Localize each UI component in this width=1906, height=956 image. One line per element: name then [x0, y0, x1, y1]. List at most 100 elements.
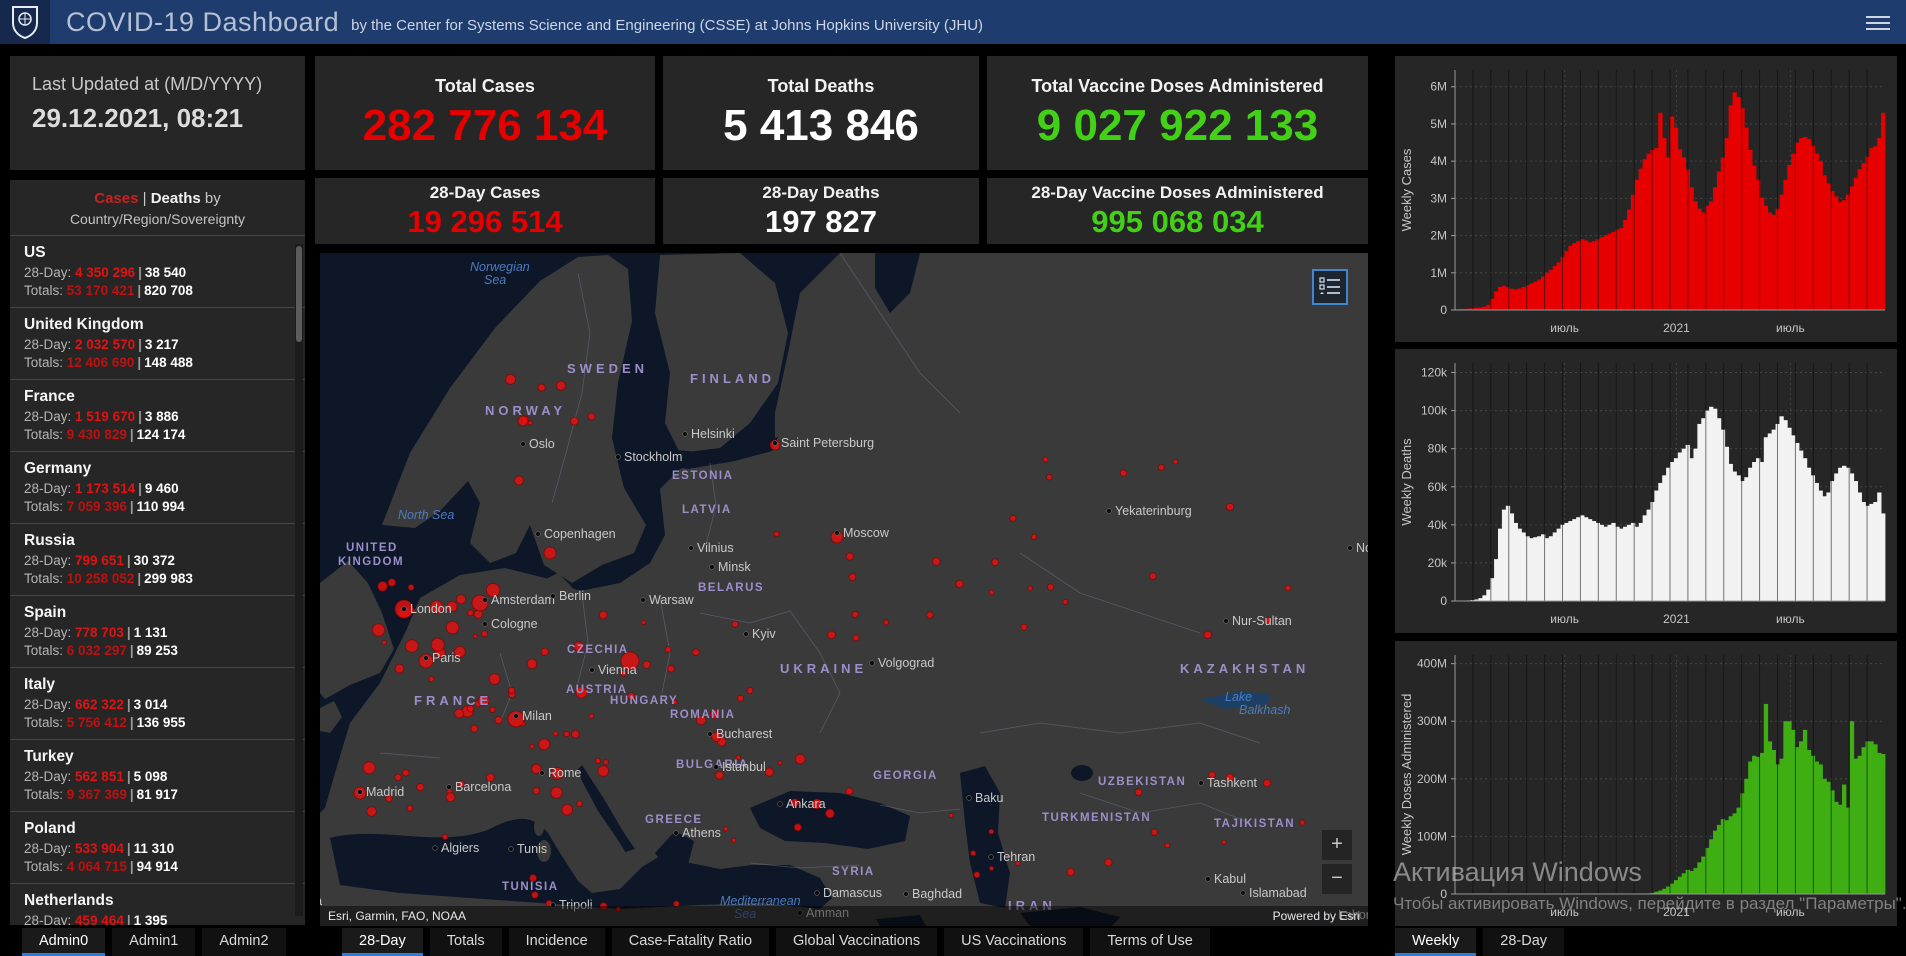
- country-name: Poland: [24, 820, 76, 837]
- scrollbar-thumb[interactable]: [296, 246, 302, 342]
- country-row[interactable]: Turkey 28-Day: 562 851 | 5 098 Totals: 9 367…: [10, 739, 305, 811]
- country-row[interactable]: Poland 28-Day: 533 904 | 11 310 Totals: 4 06…: [10, 811, 305, 883]
- country-totals-line: Totals: 4 064 715 | 94 914: [24, 859, 178, 874]
- map-attribution: Esri, Garmin, FAO, NOAA Powered by Esri: [320, 906, 1368, 926]
- jhu-shield-icon: [12, 6, 38, 39]
- svg-text:Minsk: Minsk: [718, 560, 751, 574]
- world-map[interactable]: Norwegian Sea North Sea Mediterranean Sea Lak…: [320, 253, 1368, 926]
- tab-admin2[interactable]: Admin2: [202, 928, 286, 956]
- tab-28-day[interactable]: 28-Day: [1483, 928, 1565, 956]
- svg-text:6M: 6M: [1430, 80, 1447, 94]
- svg-text:60k: 60k: [1428, 480, 1448, 494]
- stat-label: 28-Day Deaths: [762, 182, 880, 202]
- hamburger-menu-icon[interactable]: [1866, 12, 1890, 34]
- tab-weekly[interactable]: Weekly: [1395, 928, 1477, 956]
- svg-text:Tehran: Tehran: [997, 850, 1035, 864]
- metric-tabs: 28-Day Totals Incidence Case-Fatality Ratio…: [342, 928, 1217, 956]
- svg-text:Barcelona: Barcelona: [455, 780, 511, 794]
- country-name: France: [24, 388, 75, 405]
- svg-text:100k: 100k: [1421, 404, 1448, 418]
- map-markers: [353, 373, 1306, 926]
- legend-icon[interactable]: [1312, 269, 1348, 305]
- header-by: by: [200, 190, 221, 207]
- country-list-header: Cases | Deaths by: [10, 180, 305, 207]
- tab-us-vaccinations[interactable]: US Vaccinations: [944, 928, 1084, 956]
- svg-text:UNITED: UNITED: [346, 542, 398, 554]
- scrollbar-track[interactable]: [295, 244, 303, 916]
- country-list: US 28-Day: 4 350 296 | 38 540 Totals: 53 170…: [10, 235, 305, 925]
- country-row[interactable]: Spain 28-Day: 778 703 | 1 131 Totals: 6 032 …: [10, 595, 305, 667]
- country-28day-line: 28-Day: 2 032 570 | 3 217: [24, 337, 179, 352]
- country-totals-line: Totals: 5 756 412 | 136 955: [24, 715, 186, 730]
- tab-incidence[interactable]: Incidence: [508, 928, 605, 956]
- weekly-deaths-chart: 0 20k 40k 60k 80k 100k 120k июль 2021 июль Weekly …: [1395, 349, 1897, 633]
- svg-text:Ankara: Ankara: [786, 797, 826, 811]
- svg-text:Casablanca: Casablanca: [320, 894, 322, 908]
- stat-value: 19 296 514: [407, 203, 563, 239]
- svg-text:400M: 400M: [1417, 657, 1447, 671]
- tab-admin0[interactable]: Admin0: [22, 928, 106, 956]
- svg-text:CZECHIA: CZECHIA: [567, 644, 629, 656]
- stat-card-total-deaths: Total Deaths 5 413 846: [663, 56, 979, 170]
- tab-case-fatality-ratio[interactable]: Case-Fatality Ratio: [611, 928, 770, 956]
- svg-text:июль: июль: [1550, 321, 1579, 335]
- last-updated-card: Last Updated at (M/D/YYYY) 29.12.2021, 0…: [10, 56, 305, 170]
- tab-global-vaccinations[interactable]: Global Vaccinations: [776, 928, 938, 956]
- zoom-out-button[interactable]: −: [1322, 864, 1352, 894]
- svg-text:40k: 40k: [1428, 518, 1448, 532]
- last-updated-label: Last Updated at (M/D/YYYY): [32, 74, 263, 94]
- country-totals-line: Totals: 9 367 369 | 81 917: [24, 787, 178, 802]
- svg-text:июль: июль: [1776, 905, 1805, 919]
- stat-card-28day-deaths: 28-Day Deaths 197 827: [663, 178, 979, 244]
- svg-text:Yekaterinburg: Yekaterinburg: [1115, 504, 1192, 518]
- svg-text:Warsaw: Warsaw: [649, 593, 695, 607]
- country-totals-line: Totals: 6 032 297 | 89 253: [24, 643, 178, 658]
- country-totals-line: Totals: 12 406 690 | 148 488: [24, 355, 193, 370]
- svg-text:Sea: Sea: [734, 907, 756, 921]
- svg-text:120k: 120k: [1421, 366, 1448, 380]
- svg-text:2021: 2021: [1663, 612, 1690, 626]
- country-row[interactable]: Germany 28-Day: 1 173 514 | 9 460 Totals: 7 …: [10, 451, 305, 523]
- weekly-doses-chart: 0 100M 200M 300M 400M июль 2021 июль Weekly Dose…: [1395, 641, 1897, 926]
- period-tabs: Weekly 28-Day: [1395, 928, 1571, 956]
- svg-text:июль: июль: [1776, 612, 1805, 626]
- country-row[interactable]: France 28-Day: 1 519 670 | 3 886 Totals: 9 4…: [10, 379, 305, 451]
- attribution-esri[interactable]: Powered by Esri: [1272, 909, 1360, 923]
- country-name: Netherlands: [24, 892, 114, 909]
- country-name: Spain: [24, 604, 67, 621]
- svg-text:Lake: Lake: [1225, 690, 1252, 704]
- country-28day-line: 28-Day: 4 350 296 | 38 540: [24, 265, 187, 280]
- country-row[interactable]: Russia 28-Day: 799 651 | 30 372 Totals: 10 2…: [10, 523, 305, 595]
- tab-totals[interactable]: Totals: [429, 928, 502, 956]
- country-row[interactable]: US 28-Day: 4 350 296 | 38 540 Totals: 53 170…: [10, 235, 305, 307]
- svg-text:Saint Petersburg: Saint Petersburg: [781, 436, 874, 450]
- admin-tabs: Admin0 Admin1 Admin2: [22, 928, 293, 956]
- svg-text:ROMANIA: ROMANIA: [670, 709, 735, 721]
- svg-text:Athens: Athens: [682, 826, 721, 840]
- country-list-panel: Cases | Deaths by Country/Region/Soverei…: [10, 180, 305, 925]
- svg-text:Lahore: Lahore: [1338, 908, 1368, 922]
- country-row[interactable]: Italy 28-Day: 662 322 | 3 014 Totals: 5 756 …: [10, 667, 305, 739]
- svg-text:Novosibirsk: Novosibirsk: [1356, 541, 1368, 555]
- country-row[interactable]: United Kingdom 28-Day: 2 032 570 | 3 217 Tot…: [10, 307, 305, 379]
- svg-text:Islamabad: Islamabad: [1249, 886, 1307, 900]
- country-28day-line: 28-Day: 1 173 514 | 9 460: [24, 481, 179, 496]
- map-country-labels: NORWAY SWEDEN FINLAND ESTONIA LATVIA BELARUS U…: [338, 361, 1305, 913]
- svg-text:Volgograd: Volgograd: [878, 656, 934, 670]
- svg-text:июль: июль: [1550, 905, 1579, 919]
- svg-text:HUNGARY: HUNGARY: [610, 695, 678, 707]
- tab-admin1[interactable]: Admin1: [112, 928, 196, 956]
- svg-text:Kyiv: Kyiv: [752, 627, 776, 641]
- svg-text:Sea: Sea: [484, 273, 506, 287]
- zoom-in-button[interactable]: +: [1322, 830, 1352, 860]
- svg-text:AUSTRIA: AUSTRIA: [566, 684, 628, 696]
- tab-28-day[interactable]: 28-Day: [342, 928, 423, 956]
- tab-terms-of-use[interactable]: Terms of Use: [1090, 928, 1210, 956]
- svg-text:TUNISIA: TUNISIA: [502, 881, 559, 893]
- svg-text:5M: 5M: [1430, 117, 1447, 131]
- svg-text:Vienna: Vienna: [598, 663, 637, 677]
